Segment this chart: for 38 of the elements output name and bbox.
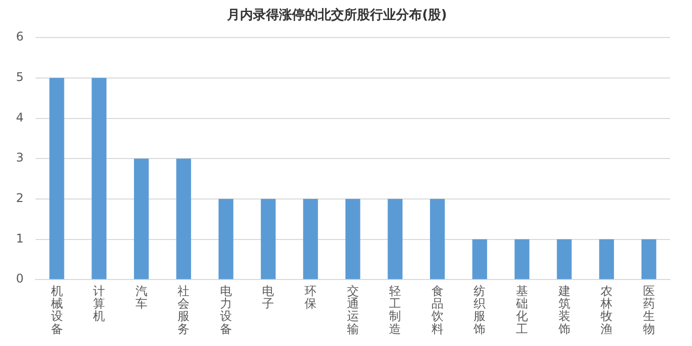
bar — [599, 239, 614, 280]
y-tick-label: 3 — [16, 150, 24, 165]
y-tick-label: 1 — [16, 231, 24, 246]
x-tick-label: 纺织服饰 — [472, 284, 486, 336]
x-tick-label: 电力设备 — [220, 284, 232, 336]
bar — [430, 198, 445, 280]
x-tick-label: 社会服务 — [178, 284, 190, 336]
x-tick-label: 基础化工 — [514, 284, 528, 336]
bar — [260, 198, 276, 280]
x-tick-label: 汽车 — [135, 284, 148, 311]
y-tick-label: 4 — [16, 110, 24, 124]
x-tick-label: 食品饮料 — [430, 284, 444, 336]
x-tick-label: 交通运输 — [346, 284, 359, 336]
chart-title: 月内录得涨停的北交所股行业分布(股) — [226, 7, 447, 24]
bar — [556, 239, 572, 280]
bar — [303, 198, 318, 280]
bar — [134, 158, 149, 280]
x-tick-label: 机械设备 — [50, 284, 63, 336]
bar — [641, 239, 656, 280]
bar — [49, 78, 64, 280]
x-tick-label: 医药生物 — [642, 284, 655, 336]
x-tick-label: 计算机 — [93, 284, 106, 324]
y-tick-label: 0 — [16, 272, 24, 286]
bar — [345, 198, 360, 280]
y-tick-label: 5 — [16, 70, 24, 84]
bar — [218, 198, 234, 280]
bar — [176, 158, 192, 280]
x-tick-label: 轻工制造 — [389, 284, 402, 336]
bar — [92, 78, 106, 280]
x-tick-label: 农林牧渔 — [600, 284, 613, 336]
y-tick-label: 2 — [16, 191, 24, 206]
y-tick-label: 6 — [16, 30, 24, 44]
x-tick-label: 环保 — [304, 284, 317, 311]
bar — [388, 198, 403, 280]
x-tick-label: 电子 — [262, 284, 274, 311]
bar — [472, 239, 488, 280]
bar — [514, 239, 530, 280]
x-tick-label: 建筑装饰 — [557, 284, 570, 336]
